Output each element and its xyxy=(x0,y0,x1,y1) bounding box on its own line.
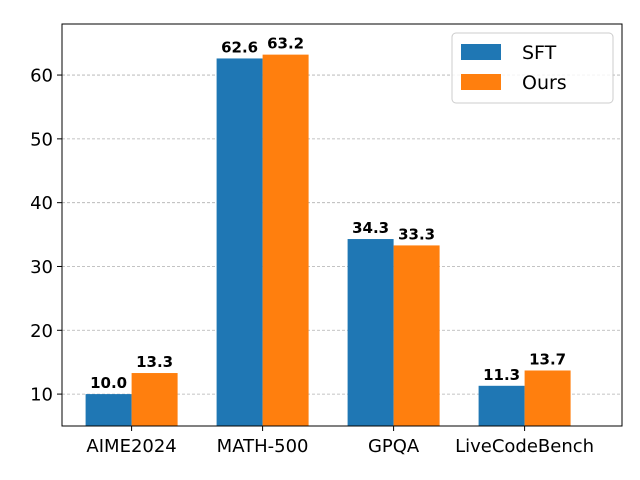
x-tick-label: LiveCodeBench xyxy=(455,436,594,457)
data-label: 62.6 xyxy=(221,38,258,56)
y-tick-label: 30 xyxy=(30,257,53,278)
bar-sft-gpqa xyxy=(347,239,394,426)
data-label: 33.3 xyxy=(398,225,435,243)
data-label: 11.3 xyxy=(483,366,520,384)
bar-ours-gpqa xyxy=(393,245,440,426)
bar-ours-math-500 xyxy=(262,54,309,426)
x-tick-label: MATH-500 xyxy=(217,436,309,457)
legend-label-sft: SFT xyxy=(522,42,557,64)
y-tick-label: 40 xyxy=(30,193,53,214)
data-label: 34.3 xyxy=(352,219,389,237)
y-tick-label: 60 xyxy=(30,66,53,87)
bar-sft-math-500 xyxy=(216,58,263,426)
bar-ours-livecodebench xyxy=(524,370,571,426)
bar-sft-aime2024 xyxy=(85,394,132,426)
legend-swatch-sft xyxy=(461,44,501,60)
data-label: 10.0 xyxy=(90,374,127,392)
y-tick-label: 20 xyxy=(30,321,53,342)
grid-layer xyxy=(62,74,622,395)
x-tick-label: AIME2024 xyxy=(86,436,176,457)
y-axis: 10 20 30 40 50 60 xyxy=(30,66,62,406)
legend-label-ours: Ours xyxy=(522,72,567,94)
y-tick-label: 50 xyxy=(30,129,53,150)
plot-frame xyxy=(61,23,623,427)
bar-sft-livecodebench xyxy=(478,385,525,426)
data-label: 13.3 xyxy=(136,353,173,371)
bars-layer xyxy=(85,54,571,426)
bar-ours-aime2024 xyxy=(131,373,178,426)
x-tick-label: GPQA xyxy=(368,436,420,457)
y-tick-label: 10 xyxy=(30,385,53,406)
data-labels-layer: 10.0 13.3 62.6 63.2 34.3 33.3 11.3 13.7 xyxy=(90,35,566,392)
x-axis: AIME2024 MATH-500 GPQA LiveCodeBench xyxy=(86,426,594,457)
legend: SFT Ours xyxy=(451,32,614,104)
legend-swatch-ours xyxy=(461,74,501,90)
data-label: 63.2 xyxy=(267,35,304,53)
data-label: 13.7 xyxy=(529,350,566,368)
